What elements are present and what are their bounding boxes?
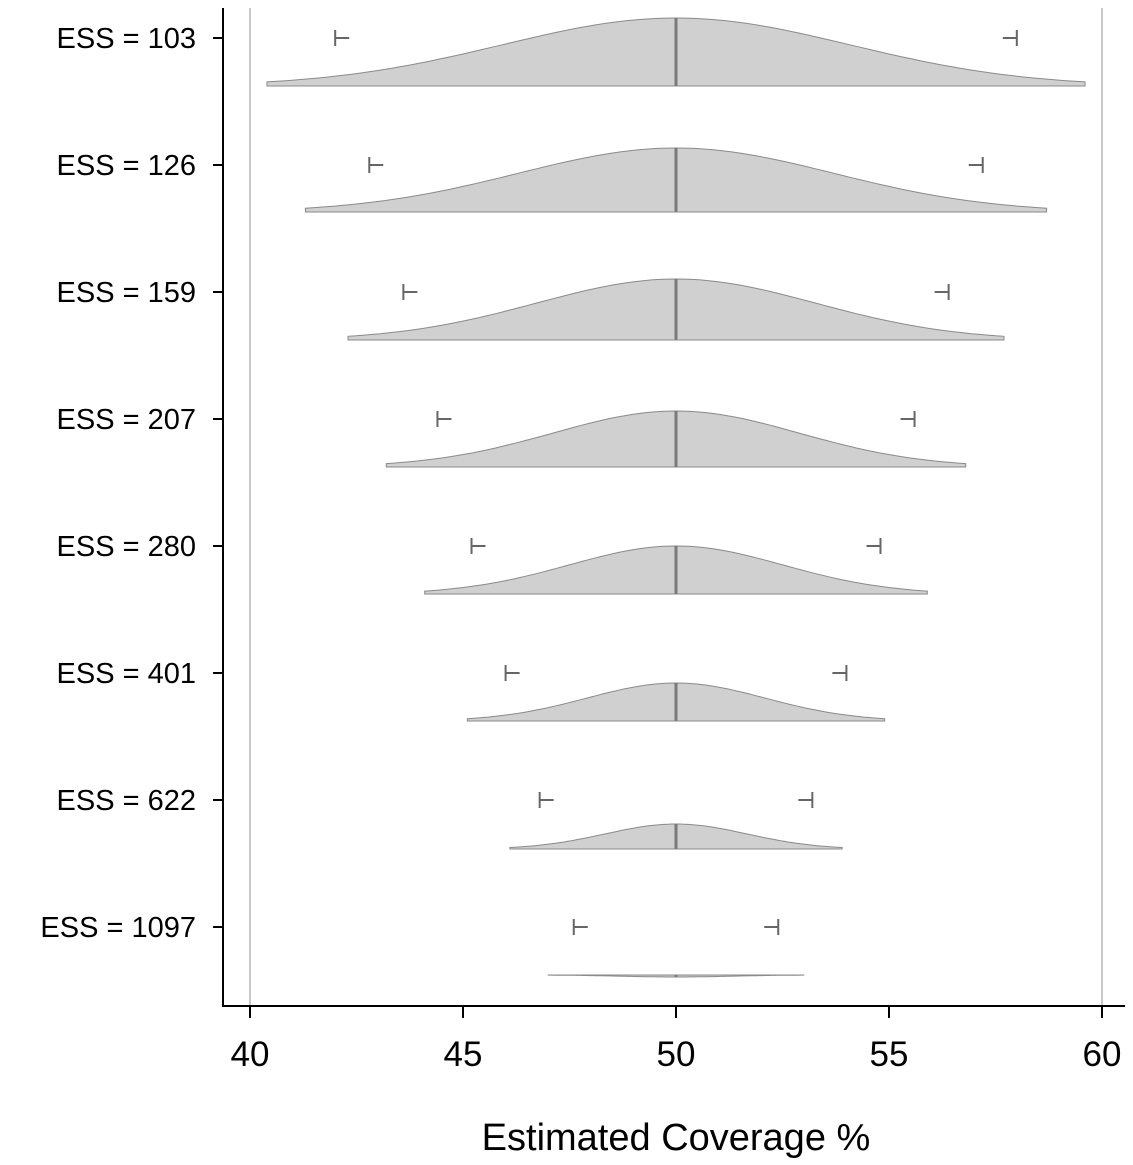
x-tick-label: 50: [657, 1035, 696, 1074]
violin-row: [304, 147, 1048, 213]
x-tick-label: 40: [231, 1035, 270, 1074]
axes: [222, 8, 1125, 1007]
x-tick-label: 45: [444, 1035, 483, 1074]
y-tick-label: ESS = 207: [57, 404, 196, 436]
violin-row: [424, 538, 928, 595]
violin-row: [347, 278, 1005, 341]
x-tick-label: 60: [1083, 1035, 1122, 1074]
violin-row: [547, 919, 805, 978]
y-axis-labels: ESS = 103 ESS = 126 ESS = 159 ESS = 207 ESS …: [40, 23, 223, 944]
y-tick-label: ESS = 103: [57, 23, 196, 55]
y-tick-label: ESS = 159: [57, 277, 196, 309]
violin-row: [509, 792, 843, 850]
y-tick-label: ESS = 622: [57, 785, 196, 817]
reference-lines: [249, 8, 1103, 1006]
violin-row: [385, 410, 967, 468]
x-tick-label: 55: [870, 1035, 909, 1074]
y-tick-label: ESS = 280: [57, 531, 196, 563]
violin-row: [466, 665, 886, 722]
violin-row: [266, 17, 1086, 87]
x-axis-ticks: 40 45 50 55 60: [231, 1006, 1122, 1074]
violin-group: [266, 17, 1086, 978]
y-tick-label: ESS = 1097: [40, 912, 196, 944]
x-axis-title: Estimated Coverage %: [482, 1117, 871, 1159]
y-tick-label: ESS = 126: [57, 150, 196, 182]
y-tick-label: ESS = 401: [57, 658, 196, 690]
